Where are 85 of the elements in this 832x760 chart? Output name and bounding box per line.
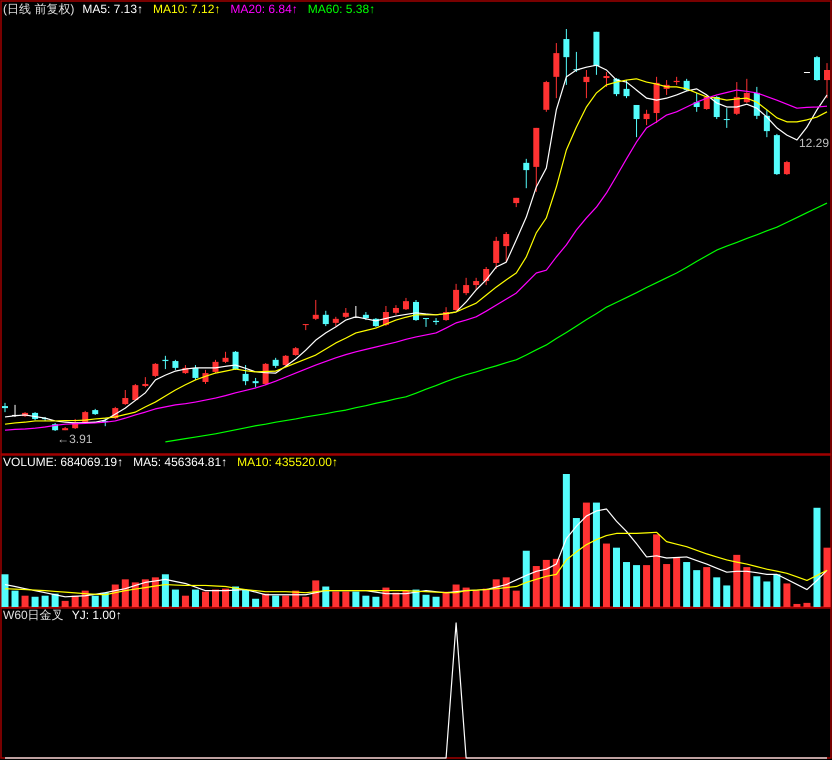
bar [282, 596, 290, 607]
bar [162, 574, 169, 607]
text: MA10: 7.12↑ [153, 2, 220, 16]
bar [192, 590, 199, 607]
bar [552, 558, 560, 607]
bar [522, 550, 530, 607]
bar [793, 604, 800, 607]
bar [262, 594, 270, 607]
bar [783, 583, 790, 607]
bar [432, 596, 440, 607]
bar [803, 602, 810, 607]
bar [733, 554, 740, 607]
bar [52, 594, 59, 607]
bar [502, 577, 510, 607]
bar [713, 577, 720, 607]
text: VOLUME: 684069.19↑ [3, 455, 124, 469]
bar [332, 592, 340, 607]
bar [242, 590, 250, 607]
text: MA5: 7.13↑ [82, 2, 144, 16]
chart-title: (日线 前复权) [3, 2, 74, 16]
bar [312, 580, 320, 607]
bar [773, 574, 780, 607]
bar [693, 570, 700, 607]
bar [542, 560, 550, 607]
bar [623, 562, 630, 607]
annotation: 12.29 [798, 136, 830, 150]
bar [482, 588, 490, 607]
bar [222, 588, 230, 607]
bar [512, 590, 520, 607]
bar [633, 565, 640, 607]
annotation: ←3.91 [57, 432, 93, 446]
bar [2, 574, 8, 607]
bar [22, 596, 29, 607]
bar [643, 565, 650, 607]
bar [372, 596, 380, 607]
bar [492, 579, 500, 607]
bar [602, 544, 610, 607]
bar [723, 585, 730, 607]
bar [62, 600, 69, 607]
bar [703, 567, 710, 607]
bar [182, 596, 189, 607]
bar [472, 590, 480, 607]
bar [612, 548, 620, 607]
bar [572, 518, 580, 607]
bar [152, 577, 159, 607]
bar [202, 592, 209, 607]
bar [452, 584, 460, 607]
bar [352, 592, 360, 607]
bar [302, 596, 310, 607]
bar [663, 564, 670, 607]
text: MA5: 456364.81↑ [133, 455, 228, 469]
bar [582, 502, 590, 607]
bar [172, 590, 179, 607]
bar [322, 586, 330, 607]
bar [753, 576, 760, 607]
text: MA60: 5.38↑ [308, 2, 376, 16]
bar [132, 582, 139, 607]
bar [743, 567, 750, 607]
bar [462, 588, 470, 607]
chart-title: W60日金叉 [3, 608, 64, 622]
bar [272, 596, 280, 607]
bar [442, 592, 450, 607]
bar [342, 592, 350, 607]
bar [142, 579, 149, 607]
bar [763, 581, 770, 607]
bar [562, 474, 570, 607]
bar [532, 566, 540, 607]
bar [422, 594, 430, 607]
bar [592, 502, 600, 607]
bar [12, 590, 19, 607]
text: MA20: 6.84↑ [230, 2, 298, 16]
bar [824, 548, 830, 607]
bar [92, 596, 99, 607]
bar [32, 596, 39, 607]
text: YJ: 1.00↑ [72, 608, 122, 622]
bar [212, 590, 220, 607]
bar [42, 596, 49, 607]
text: MA10: 435520.00↑ [237, 455, 338, 469]
bar [362, 596, 370, 607]
bar [813, 508, 820, 607]
bar [673, 558, 680, 607]
bar [252, 598, 260, 607]
bar [122, 579, 129, 607]
bar [653, 534, 660, 607]
bar [683, 562, 690, 607]
